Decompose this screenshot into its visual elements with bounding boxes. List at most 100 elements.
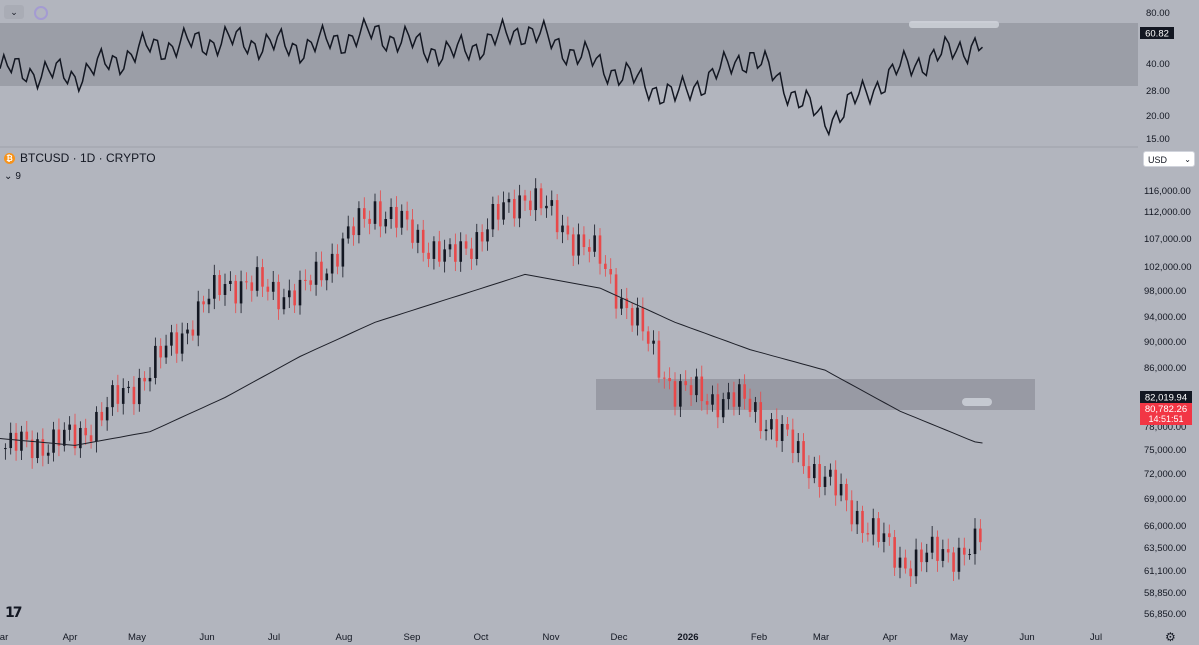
candle [250, 275, 254, 302]
candle [239, 270, 243, 314]
candle [277, 274, 280, 320]
candle [175, 323, 179, 363]
candle [721, 392, 725, 424]
price-tick-label: 63,500.00 [1144, 543, 1186, 554]
candle [968, 548, 971, 560]
price-axis: 116,000.00 112,000.00 107,000.00 102,000.00… [1144, 186, 1192, 620]
time-tick-label: Apr [63, 632, 78, 643]
candle [604, 255, 607, 277]
candle [652, 330, 655, 355]
candle [593, 224, 596, 257]
candle [957, 537, 961, 580]
candle [539, 183, 543, 216]
currency-select[interactable]: USD ⌄ [1143, 151, 1195, 167]
rsi-value-text: 60.82 [1145, 29, 1169, 40]
rsi-axis: 80.00 40.00 28.00 20.00 15.00 [1146, 8, 1170, 145]
candle [829, 463, 832, 486]
candle [711, 385, 714, 412]
candle [454, 233, 457, 272]
candle [577, 223, 580, 265]
candle [421, 219, 425, 262]
support-zone [596, 379, 1035, 410]
ma-tag-text: 82,019.94 [1145, 393, 1187, 404]
candle [925, 543, 929, 573]
indicator-settings-icon[interactable] [34, 6, 48, 20]
candle [223, 273, 227, 306]
chevron-down-icon: ⌄ [1184, 155, 1191, 164]
time-tick-label: Apr [883, 632, 898, 643]
candle [245, 272, 248, 290]
candle [679, 374, 682, 417]
candle [909, 560, 913, 588]
candle [159, 338, 163, 369]
candle [14, 423, 18, 461]
price-tick-label: 102,000.00 [1144, 262, 1192, 273]
candle [775, 408, 779, 448]
candle [716, 383, 720, 429]
candle [684, 370, 688, 391]
rsi-highlight [909, 21, 999, 28]
price-tick-label: 69,000.00 [1144, 494, 1186, 505]
candle [502, 191, 505, 225]
gear-icon[interactable]: ⚙ [1165, 630, 1176, 644]
candle [459, 232, 463, 272]
indicators-toggle[interactable]: ⌄ 9 [4, 170, 24, 183]
candle [143, 371, 146, 391]
rsi-tick-label: 40.00 [1146, 59, 1170, 70]
candle [255, 256, 259, 297]
candle [812, 456, 816, 484]
time-tick-label: 2026 [677, 632, 698, 643]
candle [759, 391, 763, 439]
candle [68, 416, 71, 441]
price-tick-label: 90,000.00 [1144, 337, 1186, 348]
candle [470, 237, 473, 270]
candle [186, 322, 189, 345]
candle [234, 275, 238, 314]
candle [614, 268, 618, 319]
candle [132, 376, 136, 415]
candle [395, 196, 398, 238]
symbol-line[interactable]: BTCUSD · 1D · CRYPTO [20, 151, 156, 165]
chevron-down-icon: ⌄ [4, 171, 13, 182]
price-tick-label: 94,000.00 [1144, 312, 1186, 323]
candle [432, 236, 436, 270]
candle [448, 238, 452, 258]
candle [89, 424, 93, 449]
candle [137, 368, 141, 412]
candle [170, 324, 173, 356]
candle [732, 381, 736, 416]
price-tag: 80,782.26 14:51:51 [1140, 403, 1192, 425]
candle [266, 278, 270, 301]
candle [25, 421, 29, 448]
candle [946, 538, 950, 563]
candle [571, 227, 575, 266]
time-tick-label: Jun [199, 632, 214, 643]
candle [770, 412, 773, 440]
time-tick-label: Mar [813, 632, 829, 643]
candle [357, 201, 361, 244]
candle [737, 378, 741, 416]
rsi-tick-label: 20.00 [1146, 111, 1170, 122]
candle [9, 422, 13, 455]
bitcoin-icon: ₿ [4, 152, 15, 164]
time-tick-label: Sep [404, 632, 421, 643]
candle [416, 224, 420, 254]
collapse-pane-button[interactable]: ⌄ [4, 5, 24, 19]
candle [662, 371, 666, 389]
time-tick-label: May [128, 632, 146, 643]
candle [898, 546, 902, 579]
candles [4, 178, 982, 588]
candle [100, 402, 104, 427]
candle [491, 196, 495, 238]
candle [764, 419, 768, 441]
candle [529, 190, 532, 216]
candle [384, 211, 388, 234]
candle [625, 287, 629, 320]
candle [700, 365, 704, 411]
candle [507, 192, 511, 213]
candle [30, 430, 34, 469]
tradingview-logo[interactable]: 17 [5, 605, 23, 621]
price-highlight [962, 398, 992, 406]
price-tick-label: 112,000.00 [1144, 207, 1191, 218]
